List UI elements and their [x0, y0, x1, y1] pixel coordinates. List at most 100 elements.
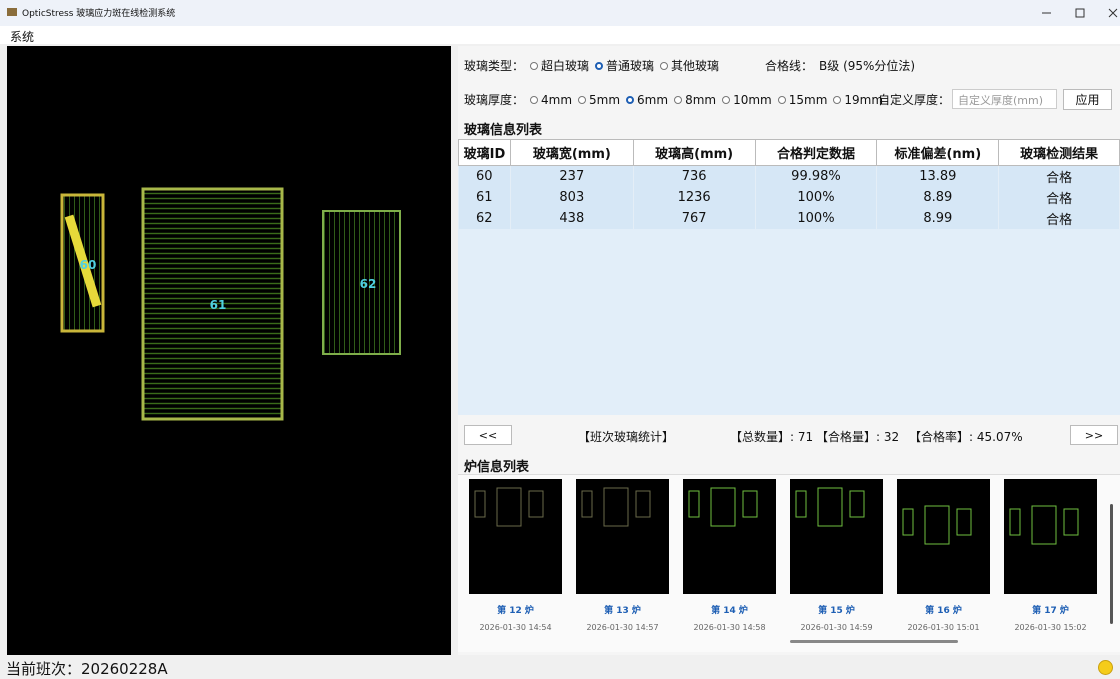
radio-dot[interactable]	[578, 95, 587, 104]
radio-label[interactable]: 19mm	[844, 92, 884, 107]
radio-option[interactable]: 10mm	[722, 93, 772, 107]
furnace-card[interactable]: 第 17 炉 2026-01-30 15:02	[1004, 479, 1097, 644]
status-light	[1098, 660, 1113, 675]
radio-option[interactable]: 超白玻璃	[530, 57, 589, 74]
glass-outline	[795, 490, 807, 518]
radio-dot[interactable]	[777, 95, 786, 104]
glass-outline	[1031, 505, 1057, 545]
furnace-card[interactable]: 第 14 炉 2026-01-30 14:58	[683, 479, 776, 644]
table-cell: 合格	[998, 165, 1120, 187]
glass-outline	[956, 508, 972, 536]
table-cell: 8.89	[876, 187, 1000, 208]
shift-status: 当前班次：20260228A	[6, 660, 168, 678]
glass-outline	[849, 490, 865, 518]
maximize[interactable]	[1075, 8, 1085, 18]
furnace-card[interactable]: 第 13 炉 2026-01-30 14:57	[576, 479, 669, 644]
radio-option[interactable]: 4mm	[530, 93, 572, 107]
radio-option[interactable]: 8mm	[674, 93, 716, 107]
furnace-card[interactable]: 第 15 炉 2026-01-30 14:59	[790, 479, 883, 644]
furnace-thumbnail[interactable]	[683, 479, 776, 594]
table-cell: 237	[510, 165, 634, 187]
radio-label[interactable]: 15mm	[788, 92, 828, 107]
scrollbar[interactable]	[790, 640, 958, 643]
radio-dot[interactable]	[626, 95, 635, 104]
stress-image: 60 61 62	[7, 46, 451, 655]
glass-outline	[1063, 508, 1079, 536]
radio-label[interactable]: 超白玻璃	[541, 59, 590, 73]
field-label: 玻璃类型：	[464, 59, 525, 73]
apply-button[interactable]: 应用	[1063, 89, 1112, 110]
radio-label[interactable]: 8mm	[685, 92, 717, 107]
radio-label[interactable]: 10mm	[733, 92, 772, 107]
radio-option[interactable]: 普通玻璃	[595, 57, 654, 74]
furnace-time: 2026-01-30 15:01	[907, 623, 980, 632]
column-header: 玻璃宽(mm)	[509, 139, 634, 166]
table-row[interactable]: 61 803 1236 100% 8.89 合格	[458, 187, 1120, 208]
table-cell: 62	[458, 208, 511, 229]
radio-option[interactable]: 15mm	[777, 92, 828, 107]
radio-option[interactable]: 5mm	[578, 93, 620, 107]
table-cell: 8.99	[876, 208, 1000, 229]
radio-option[interactable]: 6mm	[626, 93, 668, 107]
stats-title: 【班次玻璃统计】	[578, 430, 675, 444]
furnace-thumbnail[interactable]	[897, 479, 990, 594]
glass-outline	[902, 508, 914, 536]
glass-outline	[322, 210, 401, 355]
radio-label[interactable]: 普通玻璃	[606, 59, 655, 73]
table-cell: 合格	[998, 187, 1120, 208]
column-header: 合格判定数据	[754, 139, 878, 166]
column-header: 玻璃检测结果	[998, 139, 1120, 166]
glass-outline	[710, 487, 736, 527]
furnace-card[interactable]: 第 16 炉 2026-01-30 15:01	[897, 479, 990, 644]
glass-outline	[924, 505, 950, 545]
furnace-card[interactable]: 第 12 炉 2026-01-30 14:54	[469, 479, 562, 644]
glass-outline	[474, 490, 486, 518]
furnace-time: 2026-01-30 14:54	[479, 623, 552, 632]
stats-passed: 【合格量】: 32	[816, 430, 900, 444]
table-area: 玻璃ID 玻璃宽(mm) 玻璃高(mm) 合格判定数据 标准偏差(nm) 玻璃检测结果 60…	[458, 139, 1120, 415]
field-label: 玻璃厚度：	[464, 93, 525, 107]
table-row[interactable]: 60 237 736 99.98% 13.89 合格	[458, 165, 1120, 187]
table-row[interactable]: 62 438 767 100% 8.99 合格	[458, 208, 1120, 229]
radio-dot[interactable]	[530, 61, 539, 70]
table-cell: 13.89	[876, 165, 1000, 187]
radio-dot[interactable]	[530, 95, 539, 104]
radio-dot[interactable]	[660, 61, 669, 70]
radio-label[interactable]: 其他玻璃	[671, 59, 720, 73]
thickness-input[interactable]: 自定义厚度(mm)	[952, 89, 1057, 109]
next-button[interactable]: >>	[1070, 425, 1118, 445]
furnace-thumbnail[interactable]	[1004, 479, 1097, 594]
menu-bar: 系统	[0, 26, 1120, 44]
menu-item[interactable]: 系统	[10, 30, 35, 44]
furnace-thumbnail[interactable]	[790, 479, 883, 594]
furnace-label: 第 15 炉	[818, 606, 855, 616]
table-cell: 合格	[998, 208, 1120, 229]
glass-outline	[528, 490, 544, 518]
table-header: 玻璃ID 玻璃宽(mm) 玻璃高(mm) 合格判定数据 标准偏差(nm) 玻璃检测结果	[458, 139, 1120, 166]
field-label: 自定义厚度：	[878, 93, 951, 107]
glass-outline	[817, 487, 843, 527]
furnace-thumbnail[interactable]	[469, 479, 562, 594]
radio-dot[interactable]	[674, 95, 683, 104]
window-controls[interactable]	[1030, 0, 1120, 26]
radio-label[interactable]: 6mm	[637, 92, 669, 107]
glass-outline	[581, 490, 593, 518]
close[interactable]	[1108, 8, 1118, 18]
furnace-time: 2026-01-30 14:57	[586, 623, 659, 632]
glass-label: 61	[210, 298, 227, 312]
radio-label[interactable]: 5mm	[589, 92, 621, 107]
radio-option[interactable]: 其他玻璃	[660, 57, 719, 74]
radio-dot[interactable]	[722, 95, 731, 104]
radio-option[interactable]: 19mm	[833, 93, 883, 107]
table-cell: 100%	[755, 208, 878, 229]
table-cell: 1236	[633, 187, 756, 208]
glass-type-row: 玻璃类型： 超白玻璃 普通玻璃 其他玻璃	[464, 57, 719, 74]
radio-label[interactable]: 4mm	[541, 92, 573, 107]
prev-button[interactable]: <<	[464, 425, 512, 445]
radio-dot[interactable]	[833, 95, 842, 104]
scrollbar[interactable]	[1110, 504, 1113, 624]
table-cell: 803	[510, 187, 634, 208]
radio-dot[interactable]	[595, 61, 604, 70]
furnace-thumbnail[interactable]	[576, 479, 669, 594]
table-cell: 767	[633, 208, 756, 229]
